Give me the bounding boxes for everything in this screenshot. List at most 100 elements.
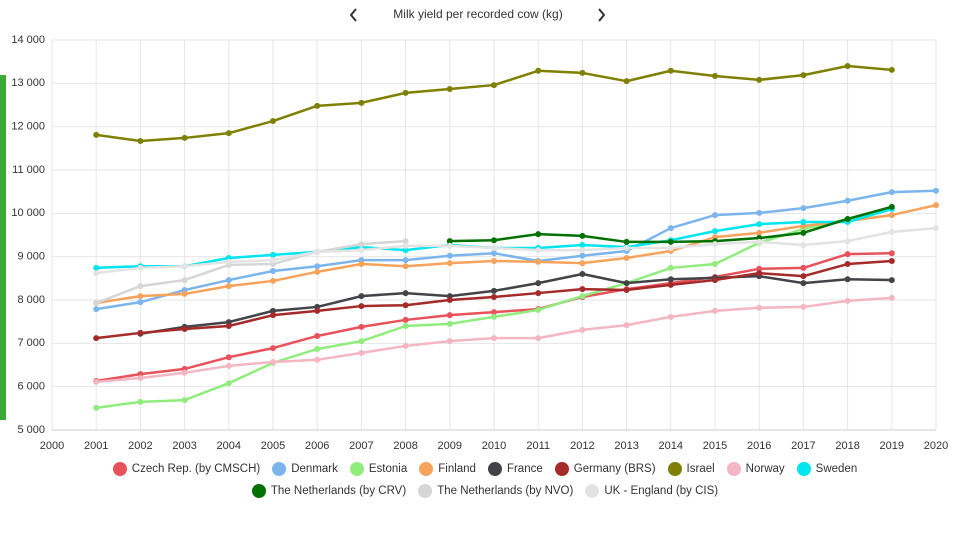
data-point [446,242,453,249]
legend-label: The Netherlands (by CRV) [270,485,407,497]
next-arrow[interactable] [598,8,606,22]
data-point [446,238,453,245]
data-point [225,130,232,137]
data-point [712,228,718,235]
data-point [623,245,630,251]
data-point [800,264,807,271]
data-point [623,254,630,261]
chart-title: Milk yield per recorded cow (kg) [393,7,562,21]
legend-item[interactable]: Germany (BRS) [554,461,656,477]
legend-label: Israel [686,463,715,475]
prev-arrow[interactable] [349,8,357,22]
data-point [93,264,100,271]
data-point [491,82,497,89]
x-tick-label: 2007 [349,440,373,452]
legend: Czech Rep. (by CMSCH) Denmark Estonia Finla… [45,461,925,499]
data-point [579,293,586,300]
data-point [225,354,232,361]
data-point [181,326,188,333]
data-point [712,72,718,79]
legend-label: Estonia [368,463,408,475]
x-tick-label: 2016 [747,440,771,452]
data-point [93,300,100,307]
data-point [402,302,409,309]
data-point [579,326,586,333]
data-point [535,280,542,287]
legend-item[interactable]: Denmark [272,461,338,477]
legend-item[interactable]: Israel [667,461,715,477]
data-point [491,313,497,320]
series-line [96,226,937,275]
data-point [137,264,144,271]
data-point [402,290,409,297]
data-point [888,250,895,257]
data-point [358,349,365,356]
x-tick-label: 2018 [835,440,859,452]
data-point [579,260,586,267]
legend-item[interactable]: Czech Rep. (by CMSCH) [112,461,260,477]
legend-item[interactable]: France [487,461,543,477]
y-tick-label: 9 000 [17,251,45,263]
data-point [579,271,586,277]
data-point [756,270,763,277]
data-point [314,307,321,314]
data-point [270,307,276,314]
x-tick-label: 2005 [261,440,285,452]
data-point [667,276,674,283]
legend-item[interactable]: Finland [419,461,476,477]
data-point [579,252,586,259]
y-tick-label: 7 000 [17,337,45,349]
legend-label: Germany (BRS) [573,463,656,475]
data-point [888,203,895,210]
data-point [623,322,630,329]
data-point [314,268,321,275]
data-point [93,404,100,411]
y-tick-label: 6 000 [17,381,45,393]
data-point [756,76,763,83]
data-point [667,67,674,74]
data-point [579,241,586,248]
data-point [491,309,497,316]
data-point [888,189,895,196]
data-point [137,329,144,336]
side-bar [0,75,6,420]
series-line [96,189,937,311]
data-point [888,258,895,264]
legend-label: Norway [745,463,785,475]
data-point [402,323,409,329]
data-point [844,297,851,304]
legend-item[interactable]: Estonia [349,461,408,477]
legend-item[interactable]: Sweden [796,461,857,477]
x-tick-label: 2015 [703,440,727,452]
y-tick-label: 11 000 [12,164,45,176]
legend-item[interactable]: The Netherlands (by NVO) [418,483,573,499]
legend-label: UK - England (by CIS) [604,485,719,497]
data-point [712,307,718,314]
data-point [137,137,144,144]
data-point [270,312,276,319]
data-point [933,225,939,232]
data-point [800,241,807,248]
legend-label: The Netherlands (by NVO) [437,485,574,497]
legend-item[interactable]: UK - England (by CIS) [585,483,718,499]
data-point [667,245,674,251]
x-tick-label: 2017 [791,440,815,452]
data-point [181,290,188,297]
legend-label: Finland [438,463,476,475]
data-point [93,270,100,277]
data-point [712,277,718,284]
data-point [491,287,497,294]
data-point [181,263,188,270]
data-point [314,356,321,363]
x-tick-label: 2011 [526,440,550,452]
x-tick-label: 2008 [393,440,417,452]
series-line [95,239,406,305]
legend-item[interactable]: The Netherlands (by CRV) [251,483,407,499]
data-point [225,380,232,387]
data-point [358,303,365,310]
legend-item[interactable]: Norway [726,461,785,477]
y-tick-label: 10 000 [11,207,45,219]
data-point [579,247,586,254]
